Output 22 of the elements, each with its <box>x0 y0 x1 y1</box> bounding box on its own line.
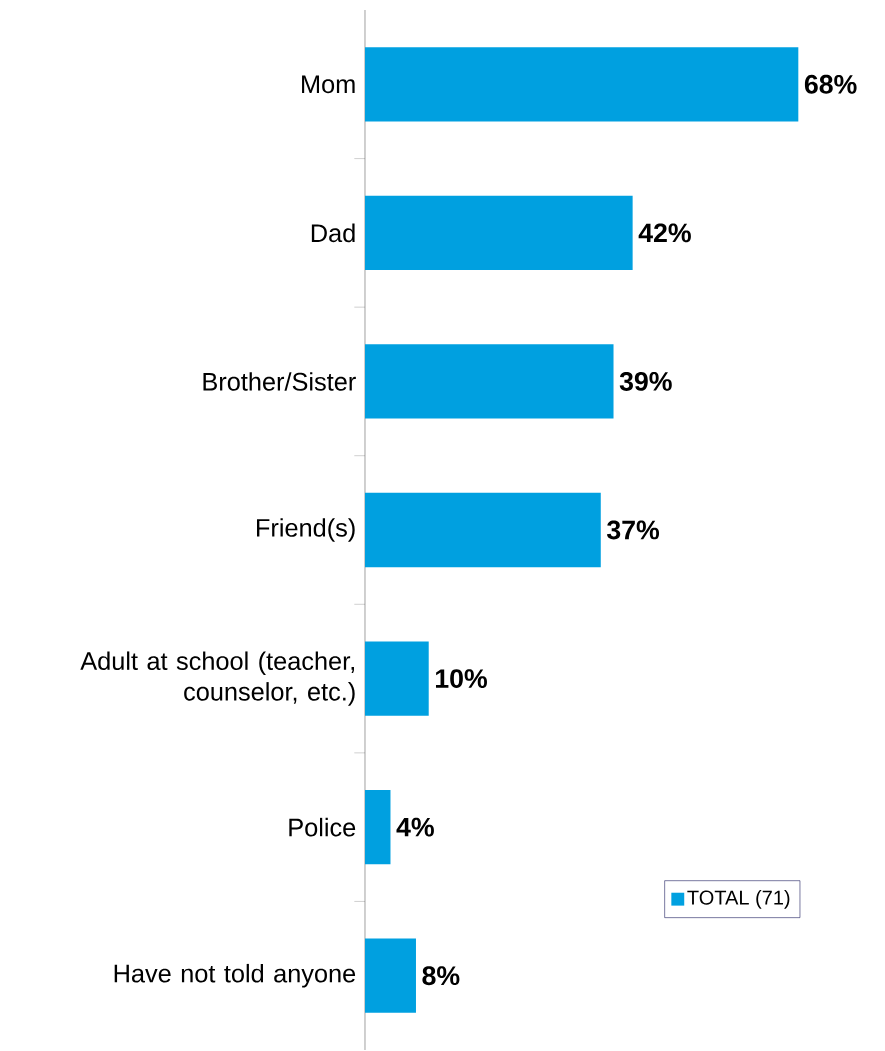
data-label: 10% <box>435 669 487 688</box>
bar <box>364 344 614 419</box>
y-tick-label: Mom <box>302 75 355 94</box>
data-label: 4% <box>396 817 434 837</box>
bar <box>364 790 391 865</box>
y-tick-label: Friend(s) <box>257 518 355 542</box>
bar <box>364 47 799 122</box>
bar <box>364 492 601 568</box>
data-label: 8% <box>422 966 460 986</box>
y-tick-label: Dad <box>311 223 355 243</box>
data-label: 42% <box>638 223 691 243</box>
legend-label: TOTAL (71) <box>687 890 790 909</box>
y-tick-label: Police <box>289 817 356 837</box>
data-label: 37% <box>606 520 660 540</box>
bar <box>364 195 633 270</box>
data-label: 39% <box>619 371 672 391</box>
bar <box>364 641 429 716</box>
bar <box>364 938 416 1013</box>
y-tick-label: Brother/Sister <box>203 372 356 391</box>
data-label: 68% <box>804 74 857 94</box>
y-tick-label: Adult at school (teacher, counselor, etc.) <box>80 651 355 706</box>
y-tick-label: Have not told anyone <box>114 963 356 988</box>
